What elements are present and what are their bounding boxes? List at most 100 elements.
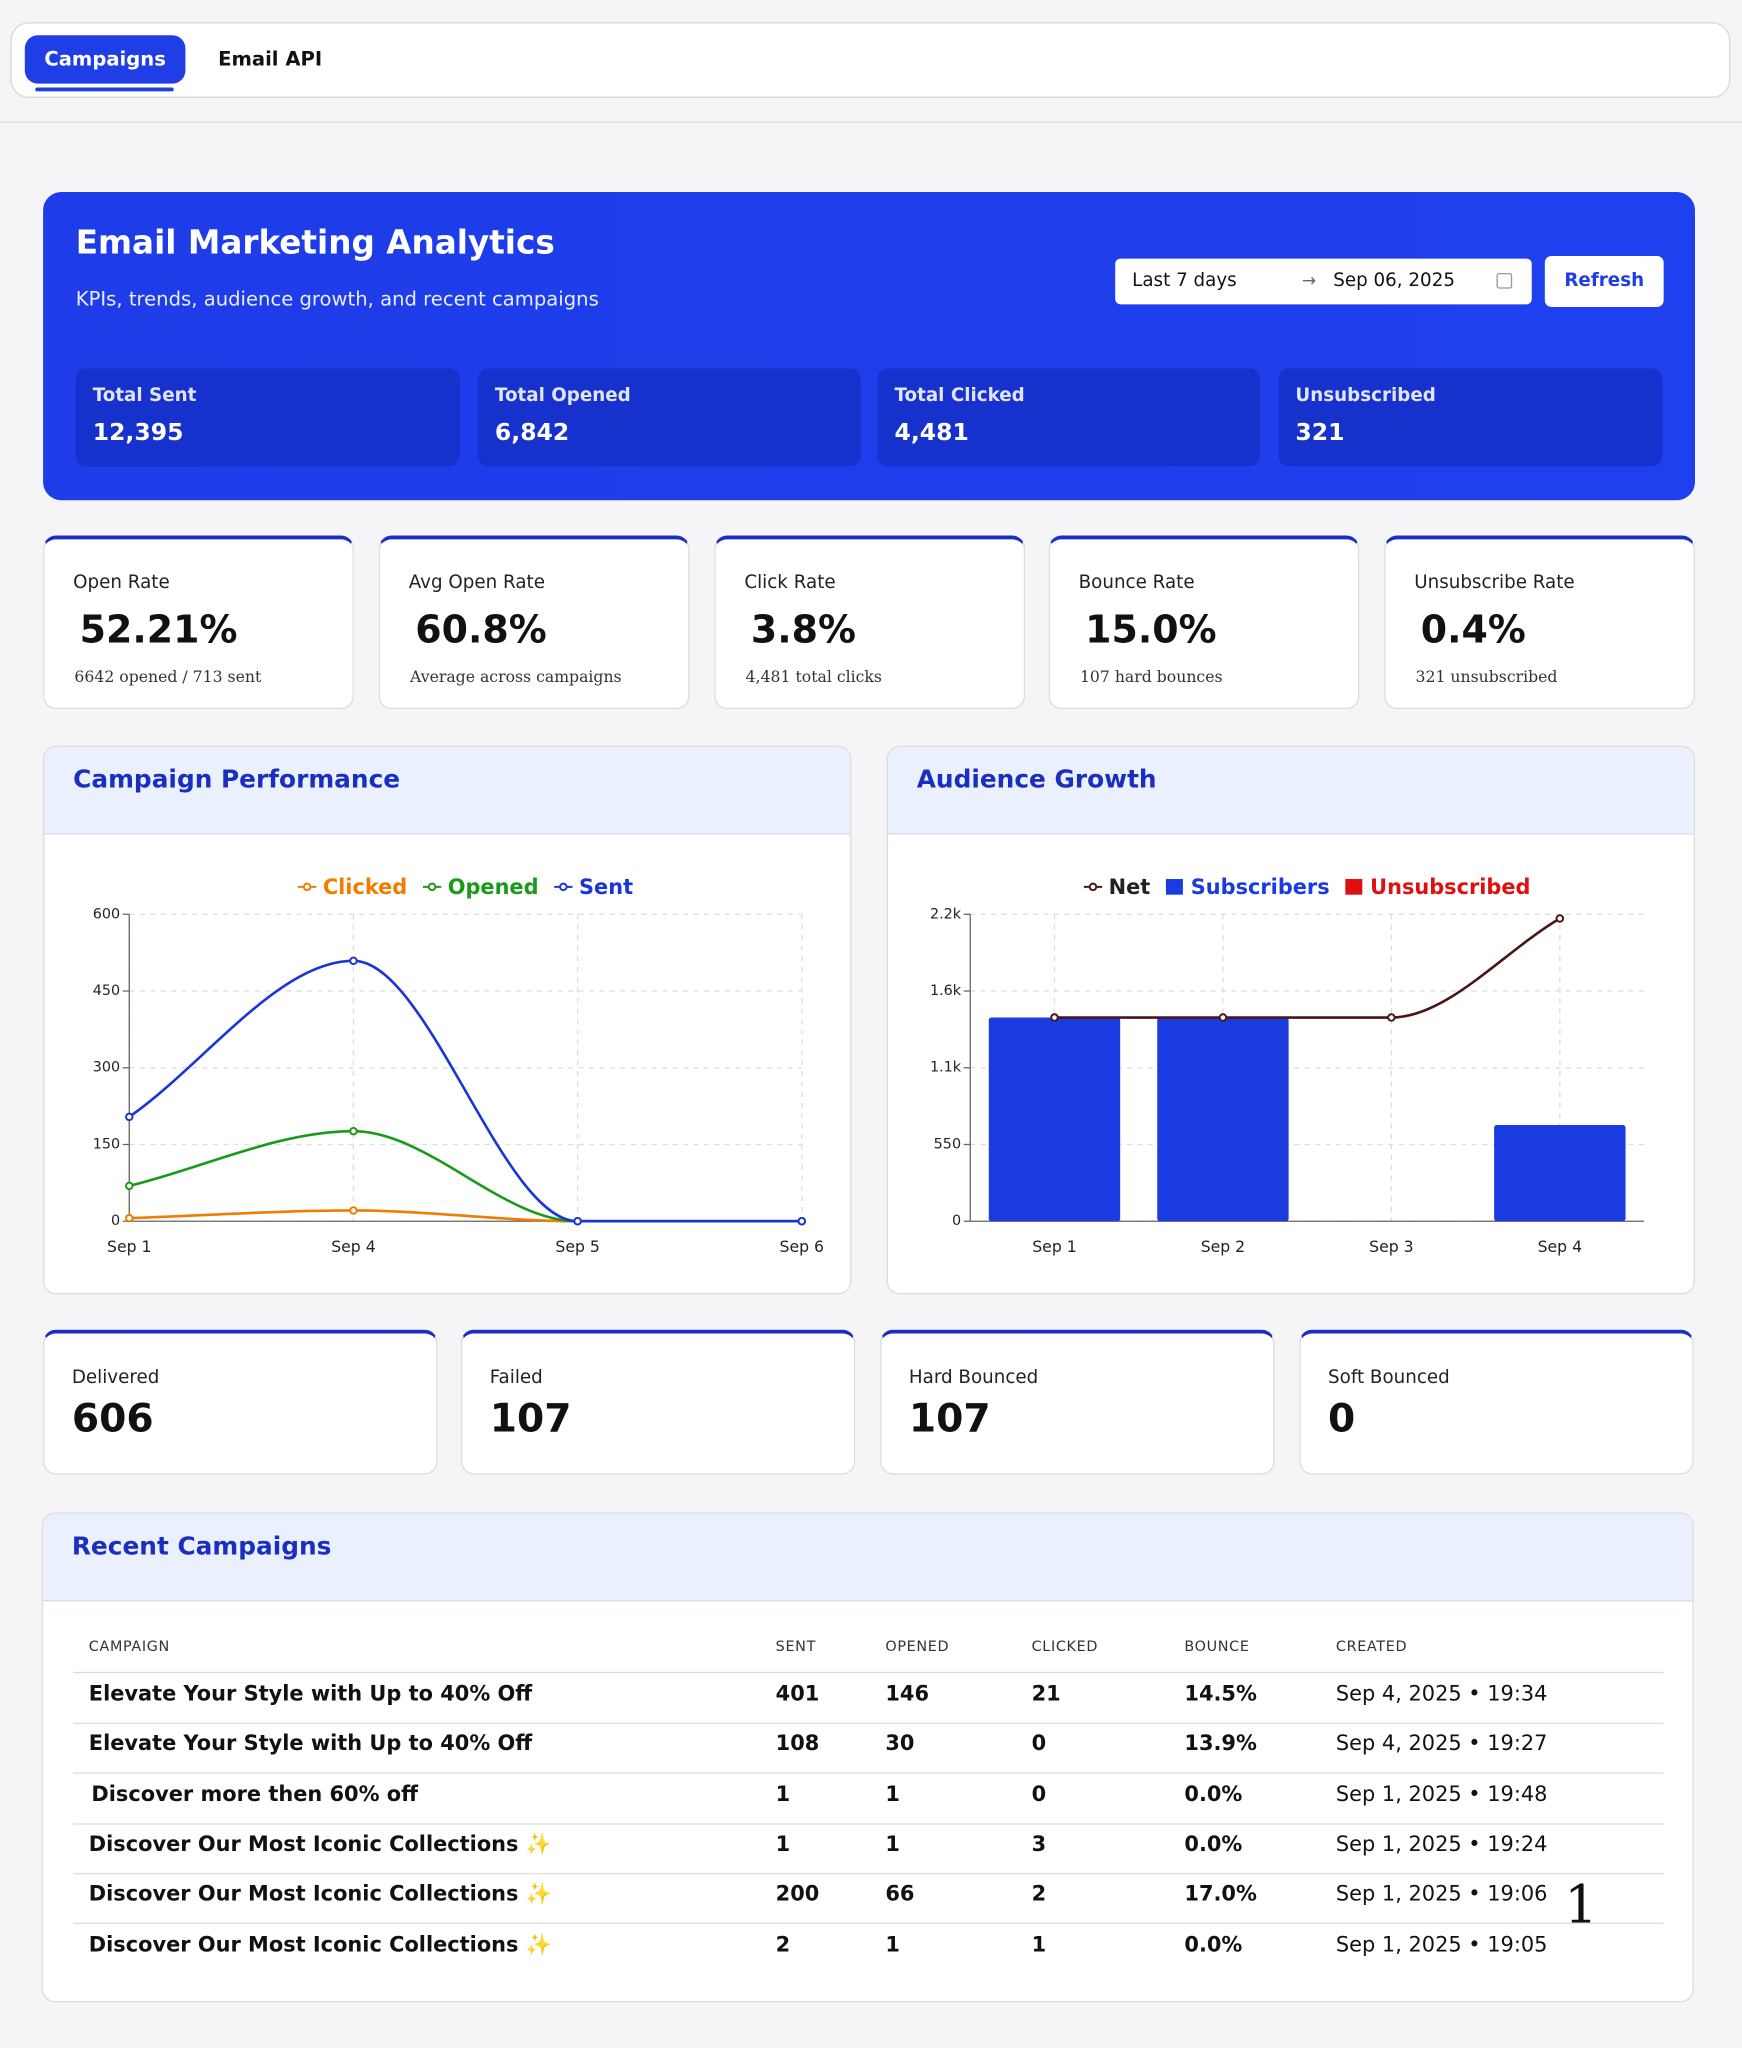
- date-arrow: →: [1301, 271, 1317, 292]
- kpi-value: 15.0%: [1085, 607, 1217, 652]
- status-label: Delivered: [71, 1367, 160, 1389]
- table-cell: Discover Our Most Iconic Collections ✨: [88, 1831, 552, 1856]
- hero: Email Marketing Analytics KPIs, trends, a…: [43, 191, 1695, 501]
- refresh-button[interactable]: Refresh: [1544, 255, 1664, 307]
- legend: Net Subscribers Unsubscribed: [1083, 875, 1530, 899]
- x-tick-label: Sep 1: [1032, 1237, 1076, 1256]
- y-tick-label: 150: [93, 1136, 120, 1152]
- table-cell: 401: [775, 1680, 820, 1706]
- row-divider: [73, 1872, 1664, 1875]
- chart: 0 150 300 450 600 Sep 1 Sep 4 Sep 5 Sep 6 Clicked…: [93, 875, 824, 1256]
- table-cell: 0: [1031, 1730, 1047, 1756]
- tab[interactable]: Email API: [218, 47, 323, 71]
- kpi-card: Avg Open Rate 60.8% Average across campaig…: [378, 535, 690, 710]
- table-cell: 200: [775, 1881, 820, 1906]
- chart-panel: Campaign Performance 0 150 300 450 600 Sep 1 Se…: [43, 745, 852, 1295]
- date-picker[interactable]: Last 7 days → Sep 06, 2025: [1115, 258, 1532, 305]
- kpi-label: Click Rate: [744, 572, 836, 593]
- point: [1555, 914, 1565, 923]
- tab-active[interactable]: Campaigns: [24, 35, 186, 84]
- series-line: [128, 959, 802, 1223]
- table-cell: Sep 1, 2025 • 19:06: [1335, 1881, 1548, 1906]
- legend-label: Opened: [448, 875, 539, 899]
- table-cell: Elevate Your Style with Up to 40% Off: [88, 1730, 533, 1756]
- legend-marker: [427, 882, 437, 892]
- date-end: Sep 06, 2025: [1333, 270, 1455, 292]
- table-cell: Discover Our Most Iconic Collections ✨: [88, 1931, 552, 1956]
- point: [349, 956, 358, 966]
- status-card: Hard Bounced 107: [880, 1329, 1275, 1475]
- legend-marker: [302, 882, 312, 892]
- legend-label: Net: [1109, 875, 1151, 899]
- status-card: Failed 107: [460, 1329, 856, 1475]
- table-cell: 66: [885, 1881, 915, 1906]
- point: [125, 1112, 134, 1122]
- kpi-label: Avg Open Rate: [408, 572, 545, 593]
- status-value: 107: [908, 1396, 991, 1442]
- title: Email Marketing Analytics: [75, 223, 555, 262]
- table-panel: Recent Campaigns CAMPAIGN SENT OPENED CLICKE…: [41, 1512, 1694, 2003]
- table-cell: 21: [1031, 1680, 1061, 1706]
- total-value: 4,481: [894, 419, 969, 447]
- divider: [0, 121, 1742, 123]
- x-tick-label: Sep 5: [555, 1237, 599, 1256]
- kpi-note: 6642 opened / 713 sent: [74, 667, 262, 686]
- column-header: SENT: [775, 1637, 817, 1655]
- x-tick-label: Sep 4: [331, 1237, 375, 1256]
- total-value: 6,842: [494, 419, 570, 447]
- kpi-value: 52.21%: [79, 607, 238, 652]
- panel-header: [44, 747, 851, 835]
- table-cell: 14.5%: [1184, 1680, 1257, 1706]
- y-tick-label: 550: [934, 1136, 961, 1152]
- legend-label: Clicked: [323, 875, 407, 899]
- calendar-icon: [1496, 272, 1513, 289]
- legend-label: Unsubscribed: [1370, 875, 1530, 899]
- legend: Clicked Opened Sent: [298, 875, 633, 899]
- kpi-card: Bounce Rate 15.0% 107 hard bounces: [1048, 535, 1360, 710]
- kpi-note: 4,481 total clicks: [745, 667, 882, 686]
- tab-bar: Campaigns Email API: [10, 22, 1731, 98]
- table-cell: 1: [885, 1781, 900, 1806]
- chart: 0 550 1.1k 1.6k 2.2k Sep 1 Sep 2 Sep 3 Sep 4 Net S…: [930, 875, 1645, 1256]
- chart-title: Campaign Performance: [73, 765, 401, 795]
- table-cell: Sep 1, 2025 • 19:05: [1335, 1931, 1548, 1956]
- panel-header: [887, 747, 1694, 835]
- series-line: [129, 1209, 802, 1223]
- table-cell: 1: [1031, 1931, 1047, 1956]
- bar: [988, 1017, 1121, 1222]
- total-value: 321: [1295, 419, 1345, 447]
- bar: [1157, 1017, 1289, 1222]
- table-cell: Sep 1, 2025 • 19:24: [1335, 1831, 1548, 1856]
- total-label: Total Opened: [494, 385, 631, 407]
- tab-underline: [35, 87, 174, 92]
- kpi-note: Average across campaigns: [410, 667, 622, 686]
- kpi-note: 321 unsubscribed: [1415, 667, 1558, 686]
- x-tick-label: Sep 3: [1369, 1237, 1413, 1256]
- table-cell: Discover Our Most Iconic Collections ✨: [88, 1881, 552, 1906]
- point: [1387, 1013, 1396, 1022]
- subtitle: KPIs, trends, audience growth, and recen…: [75, 287, 599, 311]
- table-cell: 0.0%: [1184, 1931, 1243, 1956]
- legend-label: Subscribers: [1191, 875, 1330, 899]
- x-tick-label: Sep 4: [1538, 1237, 1582, 1256]
- kpi-value: 60.8%: [415, 607, 547, 652]
- kpi-card: Open Rate 52.21% 6642 opened / 713 sent: [43, 535, 354, 710]
- point: [1050, 1013, 1059, 1022]
- status-value: 606: [71, 1396, 154, 1442]
- legend-marker: [559, 882, 568, 892]
- kpi-card: Unsubscribe Rate 0.4% 321 unsubscribed: [1384, 535, 1695, 710]
- y-tick-label: 300: [93, 1060, 120, 1076]
- total-label: Unsubscribed: [1295, 385, 1436, 407]
- row-divider: [73, 1822, 1664, 1825]
- date-range: Last 7 days: [1132, 270, 1237, 292]
- table-cell: 1: [775, 1831, 791, 1856]
- column-header: CLICKED: [1031, 1637, 1099, 1655]
- legend-marker: [1165, 879, 1183, 895]
- point: [349, 1126, 358, 1136]
- status-label: Hard Bounced: [908, 1367, 1039, 1389]
- chart-panel: Audience Growth 0 550 1.1k 1.6k 2.2k Sep 1 Sep …: [886, 745, 1695, 1295]
- table-cell: Elevate Your Style with Up to 40% Off: [88, 1680, 533, 1706]
- table-cell: Discover more then 60% off: [91, 1781, 419, 1806]
- kpi-label: Bounce Rate: [1078, 572, 1195, 593]
